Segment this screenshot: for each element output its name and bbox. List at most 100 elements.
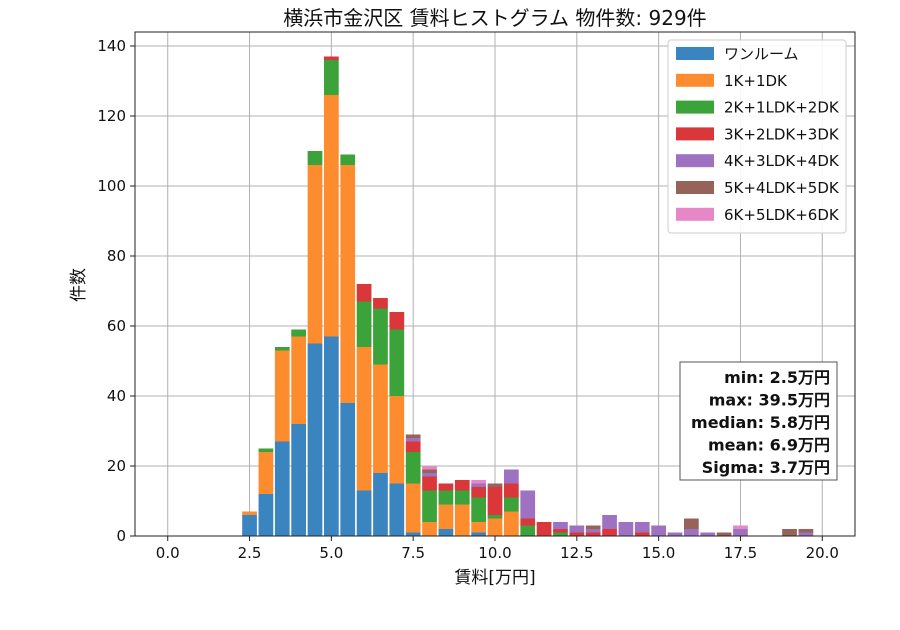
x-tick-label: 12.5 [560, 544, 593, 562]
bar-segment-series-4 [553, 522, 568, 529]
bar-segment-series-0 [242, 515, 257, 536]
bar-segment-series-4 [684, 529, 699, 536]
bar-segment-series-2 [520, 525, 536, 536]
bar-segment-series-0 [258, 494, 274, 536]
bar-segment-series-2 [405, 452, 421, 484]
x-tick-label: 20.0 [806, 544, 839, 562]
y-tick-label: 20 [107, 457, 126, 475]
bar-segment-series-1 [291, 336, 306, 424]
bar-segment-series-2 [373, 308, 388, 365]
bar-segment-series-1 [258, 452, 274, 494]
legend-label: 5K+4LDK+5DK [724, 179, 840, 197]
bar-segment-series-2 [504, 497, 519, 512]
legend-label: 4K+3LDK+4DK [724, 152, 840, 170]
bar-segment-series-5 [487, 483, 503, 487]
legend-label: 1K+1DK [724, 72, 788, 90]
bar-segment-series-1 [454, 504, 470, 536]
bar-segment-series-4 [700, 532, 716, 536]
y-tick-label: 60 [107, 317, 126, 335]
bar-segment-series-3 [438, 483, 454, 491]
x-tick-label: 5.0 [319, 544, 343, 562]
legend: ワンルーム 1K+1DK 2K+1LDK+2DK 3K+2LDK+3DK 4K+3LDK… [667, 39, 847, 234]
bar-segment-series-4 [602, 515, 617, 529]
bar-segment-series-3 [634, 532, 650, 536]
bar-segment-series-4 [585, 529, 601, 533]
bar-segment-series-4 [651, 525, 666, 536]
bar-segment-series-4 [634, 522, 650, 533]
legend-label: 3K+2LDK+3DK [724, 125, 840, 143]
legend-label: 2K+1LDK+2DK [724, 99, 840, 117]
y-tick-label: 0 [116, 527, 126, 545]
bar-segment-series-4 [422, 473, 437, 477]
bar-segment-series-1 [471, 522, 486, 533]
bar-segment-series-3 [536, 522, 552, 536]
bar-segment-series-3 [373, 298, 388, 309]
stats-line: max: 39.5万円 [709, 391, 830, 410]
bars [242, 56, 814, 536]
x-tick-label: 10.0 [478, 544, 511, 562]
bar-segment-series-3 [454, 480, 470, 491]
y-tick-label: 140 [97, 37, 126, 55]
stats-box: min: 2.5万円 max: 39.5万円 median: 5.8万円 mean: … [679, 361, 838, 481]
bar-segment-series-5 [585, 525, 601, 529]
bar-segment-series-1 [405, 483, 421, 533]
bar-segment-series-5 [798, 529, 814, 533]
bar-segment-series-4 [405, 438, 421, 442]
bar-segment-series-1 [389, 396, 405, 484]
bar-segment-series-1 [373, 364, 388, 473]
bar-segment-series-3 [422, 476, 437, 491]
legend-swatch [676, 127, 714, 141]
stats-line: median: 5.8万円 [691, 413, 830, 432]
bar-segment-series-4 [667, 532, 683, 536]
bar-segment-series-2 [438, 490, 454, 505]
grid [135, 32, 855, 537]
bar-segment-series-1 [356, 347, 372, 491]
x-ticks: 0.0 2.5 5.0 7.5 10.0 12.5 15.0 17.5 20.0 [156, 536, 839, 562]
stats-line: Sigma: 3.7万円 [702, 458, 830, 477]
bar-segment-series-1 [438, 504, 454, 529]
stats-line: min: 2.5万円 [724, 368, 830, 387]
bar-segment-series-4 [798, 532, 814, 536]
bar-segment-series-1 [307, 165, 323, 344]
x-tick-label: 2.5 [238, 544, 262, 562]
bar-segment-series-2 [324, 60, 339, 95]
bar-segment-series-4 [569, 525, 585, 533]
bar-segment-series-2 [553, 532, 568, 536]
x-tick-label: 0.0 [156, 544, 180, 562]
bar-segment-series-0 [291, 424, 306, 536]
chart-title: 横浜市金沢区 賃料ヒストグラム 物件数: 929件 [283, 6, 706, 30]
bar-segment-series-1 [487, 518, 503, 536]
bar-segment-series-2 [487, 515, 503, 519]
bar-segment-series-0 [274, 441, 290, 536]
bar-segment-series-0 [356, 490, 372, 536]
bar-segment-series-0 [340, 403, 356, 536]
legend-swatch [676, 181, 714, 194]
y-ticks: 0 20 40 60 80 100 120 140 [97, 37, 135, 545]
bar-segment-series-3 [504, 483, 519, 498]
bar-segment-series-2 [274, 347, 290, 351]
bar-segment-series-3 [487, 487, 503, 515]
bar-segment-series-5 [422, 469, 437, 473]
bar-segment-series-2 [471, 497, 486, 522]
y-axis-title: 件数 [69, 268, 89, 302]
bar-segment-series-6 [422, 466, 437, 470]
bar-segment-series-3 [520, 518, 536, 526]
bar-segment-series-4 [504, 469, 519, 484]
bar-segment-series-4 [618, 522, 634, 536]
legend-swatch [676, 207, 714, 221]
bar-segment-series-5 [782, 529, 797, 536]
y-tick-label: 40 [107, 387, 126, 405]
bar-segment-series-0 [471, 532, 486, 536]
stats-frame [679, 361, 838, 481]
x-axis-title: 賃料[万円] [454, 568, 535, 588]
legend-swatch [676, 73, 714, 87]
legend-swatch [676, 154, 714, 168]
bar-segment-series-1 [340, 165, 356, 403]
bar-segment-series-2 [307, 151, 323, 165]
bar-segment-series-2 [454, 490, 470, 505]
legend-swatch [676, 47, 714, 60]
bar-segment-series-5 [684, 518, 699, 529]
bar-segment-series-2 [340, 154, 356, 165]
bar-segment-series-3 [585, 532, 601, 536]
